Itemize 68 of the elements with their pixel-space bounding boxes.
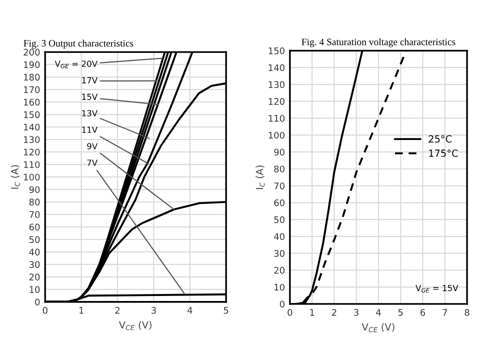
y-tick-label: 110 [24, 161, 40, 168]
y-axis-title: I$_{C}$ (A) [10, 165, 20, 189]
x-tick-label: 8 [464, 308, 470, 316]
y-tick-label: 150 [268, 47, 284, 54]
y-tick-label: 100 [24, 174, 40, 181]
y-tick-label: 170 [24, 86, 40, 94]
x-tick-label: 2 [332, 308, 336, 316]
annotation: 7V [87, 160, 98, 166]
y-tick-label: 150 [24, 111, 40, 118]
y-tick-label: 140 [268, 64, 284, 72]
x-tick-label: 1 [310, 309, 314, 316]
y-tick-label: 30 [274, 250, 284, 257]
y-tick-label: 50 [274, 216, 284, 224]
annotation: 13V [82, 110, 98, 116]
x-axis-title: V$_{CE}$ (V) [118, 321, 152, 330]
y-tick-label: 0 [35, 298, 40, 306]
y-tick-label: 40 [29, 248, 40, 256]
y-tick-label: 60 [274, 199, 284, 206]
x-tick-label: 5 [224, 307, 228, 314]
x-tick-label: 4 [187, 307, 192, 314]
y-tick-label: 200 [24, 48, 40, 56]
annotation: 9V [87, 143, 98, 150]
x-axis-title: V$_{CE}$ (V) [362, 323, 394, 332]
y-tick-label: 120 [24, 148, 40, 156]
x-tick-label: 3 [152, 306, 156, 314]
x-tick-label: 3 [354, 308, 358, 316]
y-tick-label: 50 [29, 236, 40, 243]
y-axis-title: I$_{C}$ (A) [256, 166, 265, 190]
y-tick-label: 10 [30, 286, 40, 293]
y-tick-label: 110 [268, 114, 284, 122]
y-tick-label: 130 [268, 81, 284, 88]
annotation: 17V [82, 77, 98, 84]
legend-label: 25°C [428, 135, 452, 143]
y-tick-label: 80 [274, 166, 284, 172]
y-tick-label: 90 [29, 186, 40, 194]
y-tick-label: 90 [274, 148, 284, 156]
legend-label: 175°C [429, 150, 458, 157]
annotation: V$_{GE}$ = 20V [54, 60, 98, 68]
y-tick-label: 30 [29, 261, 40, 268]
y-tick-label: 190 [24, 61, 40, 68]
annotation: V$_{GE}$ = 15V [416, 284, 458, 293]
x-tick-label: 0 [42, 306, 48, 314]
y-tick-label: 10 [274, 284, 284, 291]
x-tick-label: 6 [420, 308, 426, 316]
y-tick-label: 60 [29, 224, 40, 230]
y-tick-label: 120 [268, 98, 284, 105]
x-tick-label: 2 [115, 306, 120, 314]
y-tick-label: 0 [280, 300, 284, 308]
chart-title: Fig. 3 Output characteristics [24, 40, 134, 49]
chart-title: Fig. 4 Saturation voltage characteristics [302, 38, 456, 48]
annotation: 15V [82, 94, 98, 100]
x-tick-label: 7 [442, 309, 447, 316]
y-tick-label: 80 [29, 198, 40, 206]
x-tick-label: 0 [288, 308, 292, 316]
y-tick-label: 100 [268, 132, 284, 139]
y-tick-label: 20 [274, 266, 284, 274]
x-tick-label: 4 [376, 309, 381, 316]
y-tick-label: 130 [24, 136, 40, 144]
y-tick-label: 20 [29, 274, 40, 280]
y-tick-label: 160 [24, 98, 40, 106]
y-tick-label: 180 [24, 74, 40, 81]
y-tick-label: 140 [24, 124, 40, 131]
annotation: 11V [82, 126, 98, 133]
y-tick-label: 40 [274, 233, 284, 240]
y-tick-label: 70 [30, 211, 40, 218]
x-tick-label: 1 [79, 307, 84, 314]
x-tick-label: 5 [398, 309, 403, 316]
y-tick-label: 70 [274, 182, 284, 190]
